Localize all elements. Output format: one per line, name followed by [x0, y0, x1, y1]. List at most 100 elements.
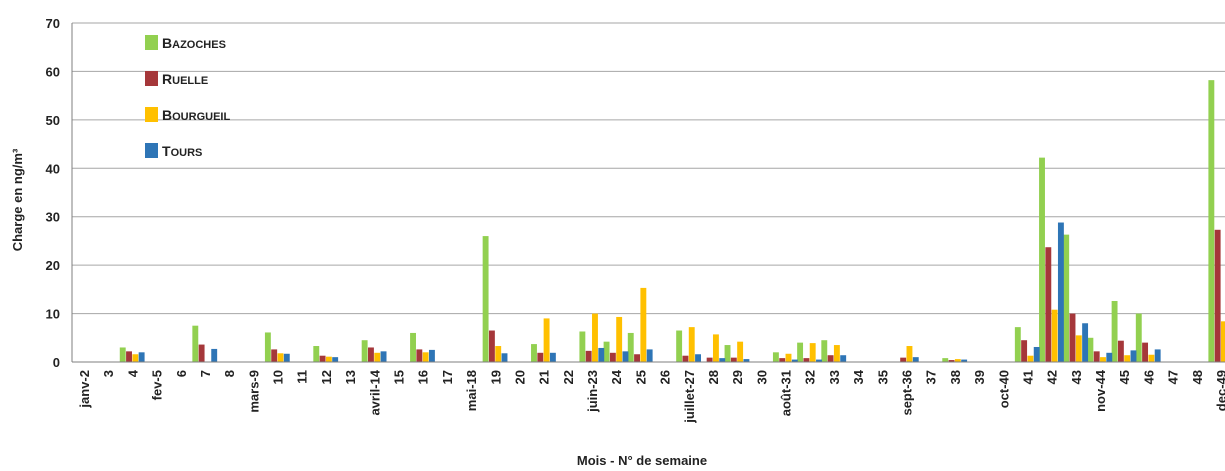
- x-tick-label: 47: [1166, 370, 1181, 384]
- x-tick-label: sept-36: [900, 370, 915, 416]
- x-tick-label: mars-9: [246, 370, 261, 413]
- bar-tours: [1106, 352, 1113, 362]
- x-tick-label: 26: [658, 370, 673, 384]
- bar-bazoches: [1014, 327, 1021, 362]
- bar-bourgueil: [688, 327, 695, 362]
- x-tick-label: 28: [706, 370, 721, 384]
- bar-bourgueil: [374, 352, 381, 362]
- legend-label-bazoches: BAZOCHES: [162, 35, 226, 51]
- bar-ruelle: [1093, 351, 1100, 362]
- bar-ruelle: [585, 350, 592, 362]
- bar-tours: [501, 353, 508, 362]
- bar-bourgueil: [809, 343, 816, 362]
- x-tick-label: 41: [1020, 370, 1035, 384]
- bar-tours: [283, 353, 290, 362]
- x-tick-label: 6: [174, 370, 189, 377]
- x-tick-label: 37: [924, 370, 939, 384]
- bar-ruelle: [1214, 229, 1221, 362]
- bar-bazoches: [1111, 300, 1118, 362]
- bar-bazoches: [579, 331, 586, 362]
- legend: BAZOCHES RUELLE BOURGUEIL TOURS: [145, 35, 230, 159]
- bar-tours: [1130, 350, 1137, 362]
- bar-tours: [1154, 349, 1161, 362]
- y-tick-label: 20: [46, 258, 60, 273]
- bar-ruelle: [1117, 340, 1124, 362]
- bar-bazoches: [192, 325, 199, 362]
- bar-tours: [138, 352, 145, 362]
- bar-tours: [695, 354, 701, 362]
- x-tick-labels: janv-2 3 4 fev-5 6 7 8 mars-9 10 11 12 13 avril-14 15…: [77, 369, 1225, 424]
- bar-tours: [791, 359, 798, 362]
- bar-bazoches: [724, 345, 731, 362]
- y-tick-label: 40: [46, 161, 60, 176]
- x-tick-label: 32: [803, 370, 818, 384]
- legend-swatch-tours: [145, 143, 158, 158]
- bar-ruelle: [634, 354, 641, 362]
- bar-bazoches: [1208, 80, 1215, 362]
- bar-ruelle: [488, 330, 495, 362]
- axes: [71, 23, 1225, 363]
- x-tick-label: avril-14: [367, 369, 382, 415]
- x-tick-label: dec-49: [1214, 370, 1225, 411]
- legend-label-ruelle: RUELLE: [162, 71, 208, 87]
- x-tick-label: 34: [851, 369, 866, 384]
- bar-ruelle: [319, 355, 326, 362]
- legend-swatch-bazoches: [145, 35, 158, 50]
- bar-ruelle: [537, 352, 544, 362]
- bar-tours: [719, 358, 726, 362]
- bar-tours: [380, 351, 387, 362]
- bar-ruelle: [609, 352, 616, 362]
- x-tick-label: 38: [948, 370, 963, 384]
- bar-bazoches: [361, 340, 368, 362]
- bar-bourgueil: [906, 346, 913, 362]
- x-tick-label: 4: [125, 369, 140, 377]
- bar-bazoches: [1135, 313, 1142, 362]
- bar-bourgueil: [592, 313, 598, 362]
- x-tick-label: 43: [1069, 370, 1084, 384]
- bar-bazoches: [531, 344, 537, 362]
- bar-bourgueil: [277, 353, 284, 362]
- x-tick-label: 25: [633, 370, 648, 384]
- bar-bourgueil: [833, 345, 840, 362]
- legend-label-tours: TOURS: [162, 143, 202, 159]
- x-tick-label: juin-23: [585, 370, 600, 413]
- bar-bourgueil: [616, 316, 623, 362]
- x-tick-label: 46: [1141, 370, 1156, 384]
- bar-tours: [646, 349, 653, 362]
- x-tick-label: 8: [222, 370, 237, 377]
- bar-tours: [549, 352, 556, 362]
- bar-bazoches: [1087, 337, 1094, 362]
- bar-tours: [743, 359, 750, 362]
- x-tick-label: 10: [271, 370, 286, 384]
- y-tick-label: 60: [46, 64, 60, 79]
- legend-swatch-bourgueil: [145, 107, 158, 122]
- bar-ruelle: [803, 358, 810, 362]
- bar-ruelle: [948, 360, 955, 362]
- x-tick-label: oct-40: [996, 370, 1011, 408]
- bar-tours: [1082, 323, 1089, 362]
- x-tick-label: 12: [319, 370, 334, 384]
- bar-bourgueil: [785, 353, 792, 362]
- bar-ruelle: [779, 358, 786, 362]
- x-tick-label: 33: [827, 370, 842, 384]
- x-tick-label: 24: [609, 369, 624, 384]
- y-tick-label: 50: [46, 113, 60, 128]
- x-tick-label: 35: [875, 370, 890, 384]
- x-tick-label: 7: [198, 370, 213, 377]
- bar-tours: [840, 355, 847, 362]
- legend-swatch-ruelle: [145, 71, 158, 86]
- bar-bourgueil: [1148, 354, 1155, 362]
- bar-bourgueil: [737, 341, 744, 362]
- x-tick-label: 30: [754, 370, 769, 384]
- bar-tours: [1033, 346, 1040, 362]
- y-tick-label: 10: [46, 307, 60, 322]
- bar-bazoches: [119, 347, 126, 362]
- x-tick-label: 15: [391, 370, 406, 384]
- bar-bazoches: [1063, 234, 1070, 362]
- bar-tours: [961, 359, 968, 362]
- y-tick-label: 30: [46, 210, 60, 225]
- bar-bazoches: [942, 358, 949, 362]
- x-tick-label: 17: [440, 370, 455, 384]
- bar-ruelle: [271, 349, 278, 362]
